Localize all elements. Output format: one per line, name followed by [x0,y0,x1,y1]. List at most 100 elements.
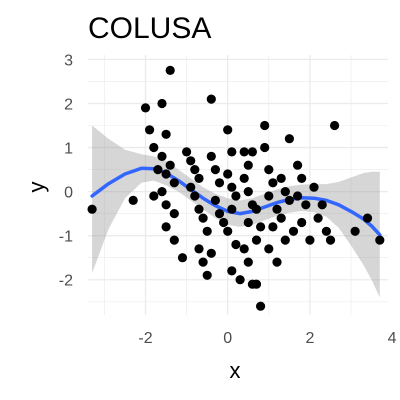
data-point [251,204,262,214]
data-point [276,213,286,223]
data-point [321,226,331,236]
data-point [194,173,204,183]
data-point [206,94,216,104]
data-point [198,213,208,223]
data-point [251,279,262,289]
data-point [186,182,196,192]
x-axis-ticks: -2 0 2 4 [138,330,396,347]
data-point [276,173,286,183]
data-point [182,147,192,157]
data-point [223,169,233,179]
data-point [206,248,216,258]
data-point [165,65,175,75]
data-point [169,235,179,245]
data-point [128,195,138,205]
data-point [231,239,241,250]
data-point [206,151,216,161]
data-point [297,217,307,228]
data-point [305,235,315,245]
data-point [264,165,274,175]
data-point [256,301,266,311]
data-point [140,103,151,113]
data-point [256,222,266,232]
data-point [190,165,200,175]
data-point [214,209,225,219]
data-point [325,235,336,245]
data-point [260,142,270,153]
data-point [169,178,179,188]
y-axis-label: y [24,182,49,193]
data-point [284,134,294,144]
data-point [227,182,237,192]
x-tick-label: 4 [388,330,397,347]
data-point [198,257,208,267]
data-point [153,165,163,175]
data-point [235,275,245,285]
data-point [227,266,237,276]
data-point [239,244,249,254]
data-point [157,187,167,197]
x-axis-label: x [230,358,241,383]
data-point [243,160,253,170]
data-point [157,98,167,109]
data-point [243,217,253,228]
data-point [317,200,327,210]
data-point [186,156,196,166]
data-point [210,195,220,205]
data-point [227,204,237,214]
data-point [264,191,274,201]
data-point [87,204,97,214]
data-point [375,235,385,245]
data-point [157,151,167,161]
data-point [239,147,249,157]
y-tick-label: 0 [64,185,73,202]
data-point [223,125,233,135]
data-point [169,209,179,219]
data-point [247,147,257,157]
data-point [161,222,171,232]
x-tick-label: -2 [138,330,152,347]
data-point [268,178,278,188]
data-point [264,244,274,254]
data-point [251,235,262,245]
y-tick-label: 3 [64,52,73,69]
y-axis-ticks: -2 -1 0 1 2 3 [59,52,73,289]
data-point [149,142,159,153]
data-point [149,191,159,201]
data-point [280,235,290,245]
y-tick-label: -2 [59,273,73,290]
data-point [219,217,229,228]
data-point [239,173,249,183]
data-point [293,160,303,170]
data-point [145,125,155,135]
data-point [243,257,253,267]
data-point [227,147,237,157]
data-point [272,257,282,267]
data-point [260,120,270,131]
smooth-line [90,166,382,237]
data-point [194,244,204,254]
data-point [161,129,171,139]
data-point [293,191,303,201]
data-point [284,195,294,205]
data-point [268,222,278,232]
data-point [214,178,225,188]
data-point [223,226,233,236]
data-point [313,213,323,223]
data-points [87,65,385,311]
data-point [272,204,282,214]
data-point [161,169,171,179]
data-point [280,187,290,197]
data-point [330,120,340,131]
y-tick-label: 2 [64,96,73,113]
data-point [309,182,319,192]
smooth-line-layer [90,166,382,237]
chart-title: COLUSA [88,12,212,45]
data-point [202,270,212,280]
data-point [243,187,253,197]
data-point [194,204,204,214]
x-tick-label: 2 [305,330,314,347]
x-tick-label: 0 [223,330,232,347]
data-point [190,191,200,201]
